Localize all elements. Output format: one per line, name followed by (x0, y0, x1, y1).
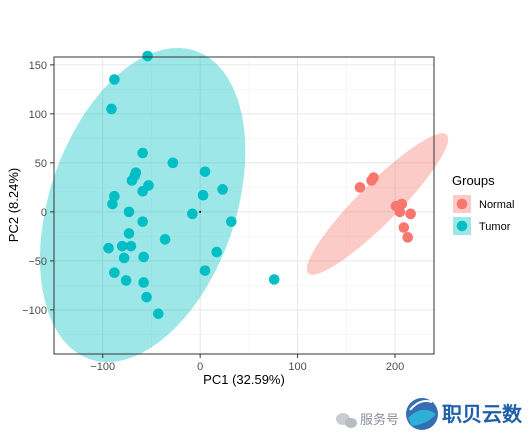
legend-title: Groups (452, 173, 495, 188)
point-tumor (126, 175, 138, 186)
point-normal (354, 182, 366, 193)
y-tick-label: −50 (28, 256, 47, 268)
point-tumor (142, 50, 153, 62)
y-tick-label: −100 (22, 305, 47, 317)
wechat-icon (336, 413, 357, 428)
point-tumor (107, 198, 118, 210)
point-normal (398, 222, 410, 233)
legend-key-point (456, 198, 468, 210)
point-tumor (167, 157, 179, 169)
grid-lines (54, 57, 434, 354)
point-tumor (226, 216, 237, 227)
y-tick-label: 0 (41, 207, 47, 219)
data-points (103, 50, 416, 320)
axis-ticks: −100 0 100 200 −100 −50 0 50 100 150 (22, 60, 404, 373)
point-tumor (137, 185, 148, 197)
legend-key-point (456, 220, 468, 232)
point-tumor (268, 274, 280, 285)
legend-label: Tumor (479, 221, 511, 233)
point-tumor (120, 275, 132, 286)
point-tumor (199, 166, 211, 177)
point-tumor (211, 246, 223, 258)
point-tumor (123, 206, 135, 218)
point-tumor (116, 240, 128, 252)
point-normal (394, 206, 406, 218)
x-tick-label: 100 (288, 361, 306, 373)
origin-marker (199, 210, 202, 213)
ellipse-tumor (40, 48, 246, 362)
point-normal (405, 208, 416, 220)
point-tumor (106, 103, 117, 115)
point-tumor (109, 267, 120, 278)
confidence-ellipses (40, 48, 449, 362)
legend-items: Normal Tumor (453, 195, 514, 235)
legend-label: Normal (479, 199, 514, 211)
y-tick-label: 100 (29, 109, 47, 121)
origin-dot (199, 210, 202, 213)
point-normal (366, 175, 377, 186)
point-tumor (125, 240, 137, 252)
watermark: 服务号 职贝云数 (336, 398, 523, 430)
point-tumor (141, 291, 152, 303)
point-tumor (138, 251, 149, 263)
watermark-brand-text: 职贝云数 (442, 402, 523, 426)
point-tumor (217, 184, 228, 195)
point-tumor (138, 277, 149, 288)
point-tumor (109, 74, 120, 85)
y-tick-label: 150 (29, 60, 47, 72)
point-tumor (137, 147, 148, 159)
point-tumor (137, 216, 148, 227)
point-tumor (123, 228, 135, 239)
ellipse-normal (306, 133, 449, 275)
brand-logo-icon (406, 398, 438, 430)
legend-item-normal: Normal (453, 195, 514, 213)
point-tumor (118, 252, 130, 264)
x-tick-label: 200 (386, 361, 404, 373)
point-tumor (159, 234, 171, 245)
x-axis-title: PC1 (32.59%) (203, 372, 285, 387)
point-tumor (197, 189, 209, 201)
y-axis-title: PC2 (8.24%) (6, 168, 21, 242)
x-tick-label: −100 (90, 361, 115, 373)
point-normal (402, 232, 413, 243)
x-tick-label: 0 (197, 361, 203, 373)
y-tick-label: 50 (35, 158, 47, 170)
legend-item-tumor: Tumor (453, 217, 511, 235)
point-tumor (187, 208, 198, 220)
point-tumor (152, 308, 164, 320)
plot-panel-border (53, 56, 435, 355)
point-tumor (199, 265, 211, 276)
point-tumor (103, 242, 114, 254)
legend: Groups Normal Tumor (452, 173, 514, 235)
watermark-service-text: 服务号 (360, 412, 399, 428)
